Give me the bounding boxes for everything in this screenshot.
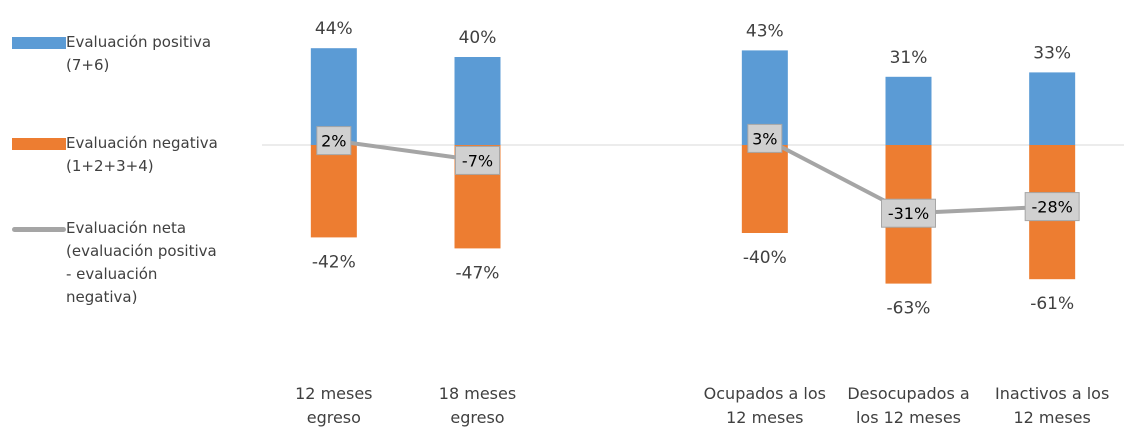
- legend-label-net-line: negativa): [66, 288, 138, 306]
- legend-swatch-net: [12, 227, 66, 232]
- legend-label-net-line: - evaluación: [66, 265, 158, 283]
- data-label-positive: 43%: [746, 21, 784, 41]
- data-label-net: -7%: [462, 151, 493, 170]
- legend-label-positive: Evaluación positiva (7+6): [66, 31, 211, 77]
- net-label-box: [747, 123, 783, 153]
- data-label-negative: -61%: [1030, 294, 1074, 314]
- bar-positive: [1029, 72, 1076, 145]
- legend-swatch-negative: [12, 138, 66, 150]
- category-label: Ocupados a los 12 meses: [690, 382, 840, 430]
- bar-negative: [741, 145, 788, 233]
- category-label: 12 meses egreso: [259, 382, 409, 430]
- category-label-line: egreso: [306, 408, 361, 427]
- data-label-positive: 33%: [1033, 43, 1071, 63]
- legend-swatch-positive: [12, 37, 66, 49]
- net-series-line: [333, 138, 478, 163]
- category-label-line: 18 meses: [438, 384, 517, 403]
- legend-label-negative: Evaluación negativa (1+2+3+4): [66, 132, 218, 178]
- net-label-box: [881, 198, 936, 228]
- category-label: Inactivos a los 12 meses: [977, 382, 1127, 430]
- legend-label-positive-line: (7+6): [66, 56, 110, 74]
- legend-label-net: Evaluación neta (evaluación positiva - e…: [66, 217, 217, 309]
- category-label-line: egreso: [450, 408, 505, 427]
- category-label-line: 12 meses: [295, 384, 373, 403]
- data-label-net: -28%: [1031, 198, 1072, 217]
- category-label: 18 meses egreso: [403, 382, 553, 430]
- category-label-line: Desocupados a: [847, 384, 970, 403]
- legend-label-net-line: Evaluación neta: [66, 219, 187, 237]
- data-label-net: 2%: [321, 132, 346, 151]
- data-label-negative: -40%: [743, 248, 787, 268]
- data-label-net: 3%: [752, 129, 777, 148]
- net-label-box: [455, 145, 500, 175]
- category-label-line: 12 meses: [726, 408, 804, 427]
- data-label-positive: 44%: [315, 19, 353, 39]
- category-label-line: Ocupados a los: [703, 384, 826, 403]
- legend-label-net-line: (evaluación positiva: [66, 242, 217, 260]
- bar-negative: [310, 145, 357, 238]
- category-label: Desocupados a los 12 meses: [834, 382, 984, 430]
- category-label-line: los 12 meses: [855, 408, 962, 427]
- data-label-positive: 31%: [890, 48, 928, 68]
- data-label-net: -31%: [888, 204, 929, 223]
- legend-label-negative-line: (1+2+3+4): [66, 157, 154, 175]
- legend-label-positive-line: Evaluación positiva: [66, 33, 212, 51]
- net-label-box: [316, 126, 352, 156]
- data-label-negative: -63%: [887, 299, 931, 319]
- legend-label-negative-line: Evaluación negativa: [66, 134, 218, 152]
- category-label-line: Inactivos a los: [994, 384, 1110, 403]
- data-label-negative: -47%: [456, 263, 500, 283]
- bar-positive: [454, 57, 501, 145]
- net-label-box: [1024, 192, 1080, 222]
- bar-positive: [885, 76, 932, 145]
- category-label-line: 12 meses: [1013, 408, 1091, 427]
- data-label-positive: 40%: [459, 28, 497, 48]
- data-label-negative: -42%: [312, 252, 356, 272]
